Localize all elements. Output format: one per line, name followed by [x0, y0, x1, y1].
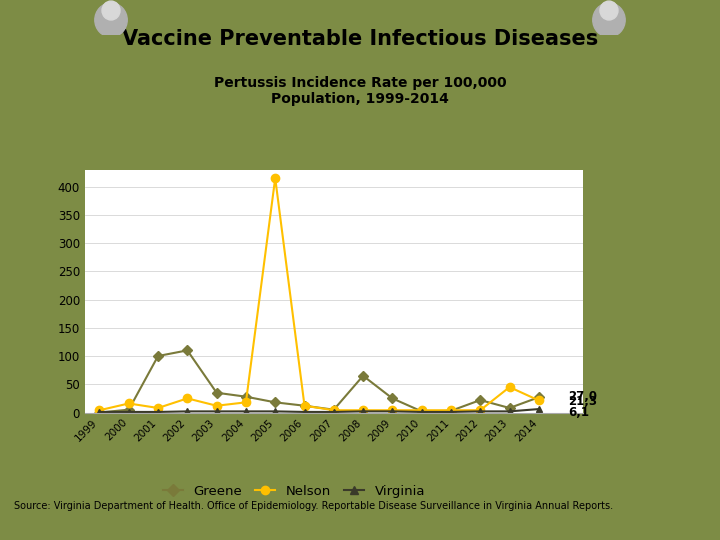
Nelson: [476, 407, 485, 414]
Circle shape: [95, 3, 127, 37]
Virginia: [330, 409, 338, 415]
Line: Nelson: Nelson: [95, 174, 543, 414]
Nelson: [330, 407, 338, 414]
Greene: [95, 409, 104, 416]
Legend: Greene, Nelson, Virginia: Greene, Nelson, Virginia: [158, 480, 430, 503]
Nelson: [242, 399, 251, 406]
Greene: [388, 395, 397, 402]
Text: 27,0: 27,0: [568, 390, 597, 403]
Nelson: [271, 175, 279, 181]
Nelson: [418, 407, 426, 414]
Virginia: [271, 408, 279, 415]
Nelson: [300, 402, 309, 409]
Greene: [242, 394, 251, 400]
Circle shape: [102, 1, 120, 20]
Text: Pertussis Incidence Rate per 100,000
Population, 1999-2014: Pertussis Incidence Rate per 100,000 Pop…: [214, 76, 506, 106]
Nelson: [505, 384, 514, 390]
Virginia: [212, 408, 221, 415]
Virginia: [476, 408, 485, 415]
Virginia: [242, 408, 251, 415]
Virginia: [154, 409, 163, 415]
Greene: [330, 407, 338, 413]
Greene: [154, 353, 163, 359]
Circle shape: [593, 3, 625, 37]
Virginia: [125, 409, 133, 415]
Text: Source: Virginia Department of Health. Office of Epidemiology. Reportable Diseas: Source: Virginia Department of Health. O…: [14, 501, 613, 511]
Greene: [212, 389, 221, 396]
Nelson: [212, 402, 221, 409]
Greene: [446, 408, 455, 414]
Virginia: [359, 408, 367, 415]
Greene: [125, 407, 133, 413]
Greene: [359, 373, 367, 379]
Nelson: [125, 400, 133, 407]
Nelson: [154, 405, 163, 411]
Virginia: [418, 409, 426, 415]
Nelson: [534, 397, 543, 404]
Greene: [476, 397, 485, 403]
Virginia: [505, 408, 514, 415]
Text: 21,3: 21,3: [568, 395, 597, 408]
Greene: [183, 347, 192, 354]
Virginia: [388, 408, 397, 415]
Nelson: [183, 395, 192, 402]
Nelson: [388, 407, 397, 414]
Virginia: [446, 409, 455, 415]
Virginia: [300, 409, 309, 415]
Nelson: [446, 407, 455, 414]
Greene: [300, 402, 309, 409]
Greene: [505, 405, 514, 411]
Line: Virginia: Virginia: [96, 406, 542, 415]
Virginia: [95, 409, 104, 415]
Virginia: [183, 408, 192, 415]
Line: Greene: Greene: [96, 347, 542, 416]
Virginia: [534, 406, 543, 413]
Circle shape: [600, 1, 618, 20]
Text: Vaccine Preventable Infectious Diseases: Vaccine Preventable Infectious Diseases: [122, 30, 598, 50]
Greene: [271, 399, 279, 406]
Greene: [418, 408, 426, 415]
Nelson: [359, 407, 367, 414]
Greene: [534, 394, 543, 401]
Text: 6,1: 6,1: [568, 406, 589, 419]
Nelson: [95, 407, 104, 414]
